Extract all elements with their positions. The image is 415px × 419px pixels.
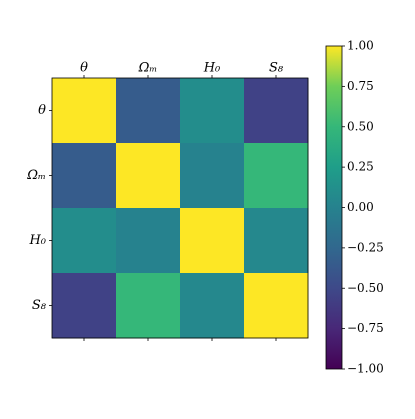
heatmap-cell — [116, 78, 181, 144]
colorbar-tick-label: −1.00 — [347, 362, 384, 376]
colorbar-tick-label: −0.50 — [347, 281, 384, 295]
heatmap-cell — [180, 208, 245, 274]
heatmap-cell — [116, 273, 181, 339]
x-tick-label: θ — [80, 61, 88, 76]
colorbar-tick-label: 0.50 — [347, 119, 374, 133]
heatmap-cell — [52, 273, 117, 339]
heatmap-cell — [180, 78, 245, 144]
y-tick-label: Ωₘ — [26, 168, 46, 183]
heatmap-cell — [244, 143, 309, 209]
x-tick-label: Ωₘ — [138, 61, 158, 76]
heatmap-cell — [244, 273, 309, 339]
heatmap-cell — [180, 143, 245, 209]
colorbar — [325, 45, 343, 370]
heatmap-cell — [52, 78, 117, 144]
heatmap-cell — [52, 208, 117, 274]
y-tick-label: H₀ — [28, 233, 46, 248]
heatmap-cell — [244, 78, 309, 144]
y-tick-label: S₈ — [32, 298, 47, 313]
heatmap-cell — [244, 208, 309, 274]
colorbar-tick-label: 0.00 — [347, 200, 374, 214]
colorbar-tick-label: −0.75 — [347, 321, 384, 335]
heatmap-cell — [180, 273, 245, 339]
plot-frame — [51, 77, 309, 339]
colorbar-tick-label: 0.75 — [347, 79, 374, 93]
heatmap-cell — [52, 143, 117, 209]
y-tick-label: θ — [38, 103, 46, 118]
x-tick-label: S₈ — [269, 61, 284, 76]
colorbar-tick-label: 0.25 — [347, 160, 374, 174]
heatmap-cell — [116, 208, 181, 274]
heatmap-cell — [116, 143, 181, 209]
colorbar-tick-label: −0.25 — [347, 240, 384, 254]
x-tick-label: H₀ — [203, 61, 221, 76]
colorbar-tick-label: 1.00 — [347, 39, 374, 53]
